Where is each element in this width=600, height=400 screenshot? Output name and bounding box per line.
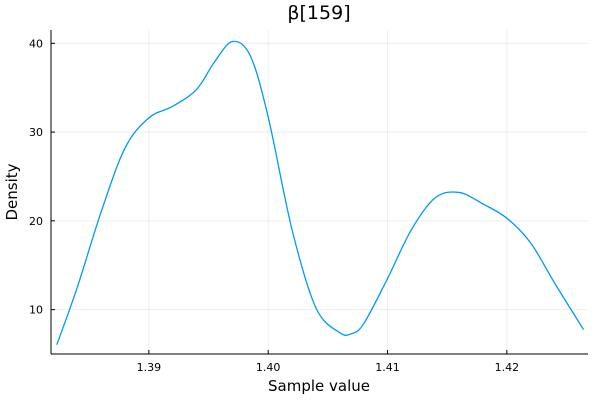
x-axis-label: Sample value	[268, 377, 370, 395]
axes	[50, 30, 588, 355]
grid-lines	[51, 30, 588, 354]
density-line	[56, 40, 584, 345]
x-tick-label: 1.39	[137, 361, 162, 374]
y-tick-label: 40	[29, 37, 43, 50]
x-tick-label: 1.42	[495, 361, 520, 374]
y-axis-label: Density	[3, 163, 21, 220]
y-tick-label: 30	[29, 126, 43, 139]
y-tick-label: 10	[29, 304, 43, 317]
series	[56, 40, 584, 345]
chart-title: β[159]	[287, 2, 350, 24]
ticks: 1.39 1.40 1.41 1.42 10 20 30 40	[29, 37, 519, 374]
x-tick-label: 1.40	[256, 361, 281, 374]
x-tick-label: 1.41	[375, 361, 400, 374]
y-tick-label: 20	[29, 215, 43, 228]
